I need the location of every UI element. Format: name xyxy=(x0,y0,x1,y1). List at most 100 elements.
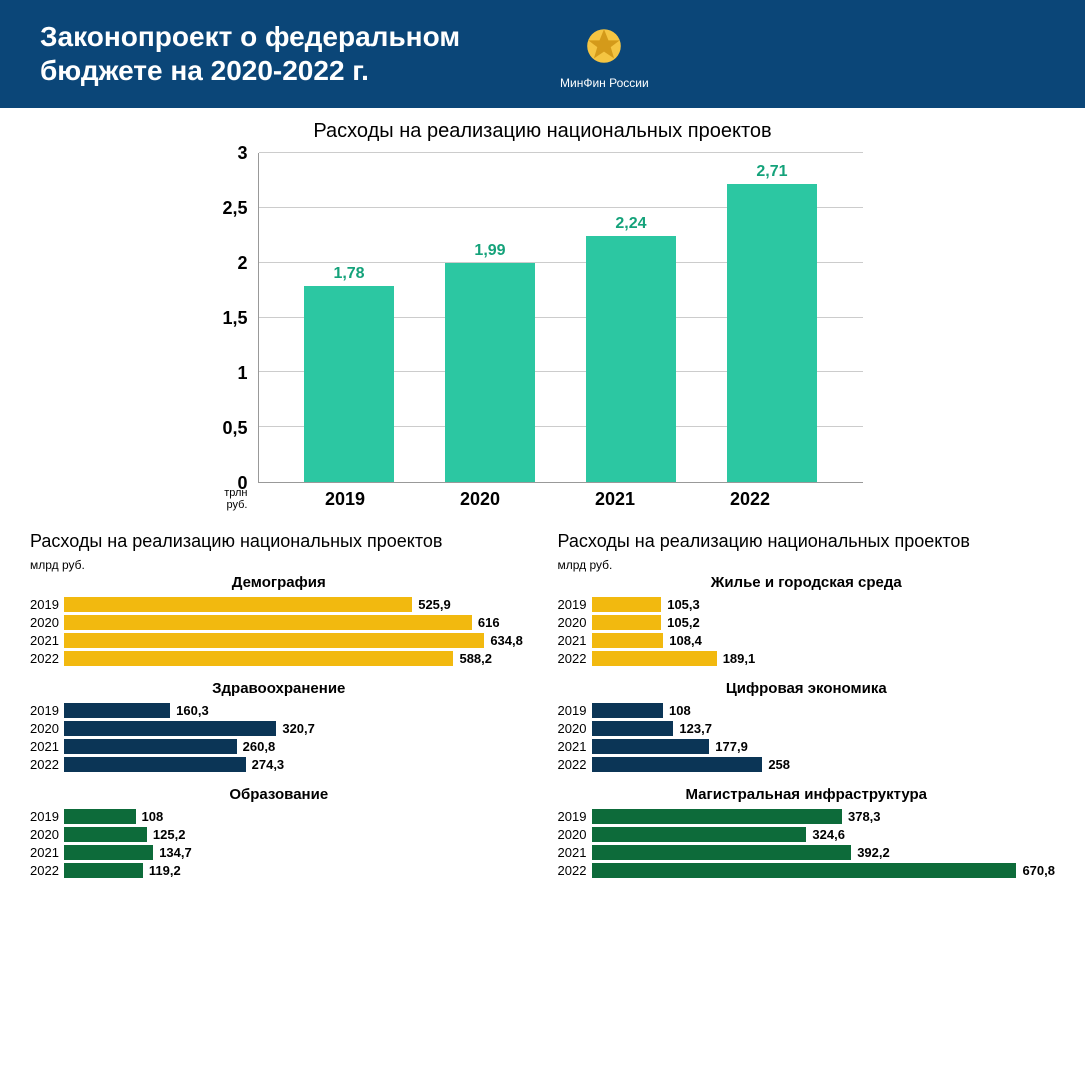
hbar-value-label: 105,2 xyxy=(667,615,700,630)
hbar-row: 2022 258 xyxy=(558,757,1056,772)
hbar-row: 2021 177,9 xyxy=(558,739,1056,754)
hbar-value-label: 525,9 xyxy=(418,597,451,612)
hbar-value-label: 260,8 xyxy=(243,739,276,754)
hbar-year-label: 2020 xyxy=(558,827,592,842)
bar-value-label: 2,71 xyxy=(756,163,787,181)
bar-value-label: 1,78 xyxy=(333,265,364,283)
hbar-year-label: 2021 xyxy=(558,633,592,648)
right-column: Расходы на реализацию национальных проек… xyxy=(558,531,1056,892)
hbar-rect xyxy=(592,809,842,824)
hbar-rect xyxy=(592,721,674,736)
hbar-row: 2020 320,7 xyxy=(30,721,528,736)
hbar-rect xyxy=(592,739,710,754)
hbar-value-label: 134,7 xyxy=(159,845,192,860)
hbar-value-label: 320,7 xyxy=(282,721,315,736)
bar-2020: 1,99 xyxy=(445,242,535,482)
hbar-value-label: 634,8 xyxy=(490,633,523,648)
hbar-row: 2019 525,9 xyxy=(30,597,528,612)
hbar-row: 2019108 xyxy=(558,703,1056,718)
hbar-value-label: 258 xyxy=(768,757,790,772)
hbar-row: 2022274,3 xyxy=(30,757,528,772)
hbar-row: 2021108,4 xyxy=(558,633,1056,648)
hbar-rect xyxy=(64,633,484,648)
x-tick: 2021 xyxy=(570,489,660,511)
bar-2019: 1,78 xyxy=(304,265,394,482)
hbar-rect xyxy=(64,863,143,878)
hbar-value-label: 105,3 xyxy=(667,597,700,612)
lower-section: Расходы на реализацию национальных проек… xyxy=(0,521,1085,912)
hbar-value-label: 108 xyxy=(142,809,164,824)
bar-rect xyxy=(586,236,676,482)
hbar-year-label: 2022 xyxy=(558,863,592,878)
hbar-rect xyxy=(64,703,170,718)
hbar-value-label: 123,7 xyxy=(679,721,712,736)
hbar-rect xyxy=(64,597,412,612)
hbar-value-label: 588,2 xyxy=(459,651,492,666)
hbar-group: Магистральная инфраструктура2019378,3202… xyxy=(558,786,1056,878)
hbar-group: Демография 2019 525,9 2020 616 2021 634,8 2022 5… xyxy=(30,574,528,666)
hbar-row: 2020125,2 xyxy=(30,827,528,842)
hbar-year-label: 2022 xyxy=(558,651,592,666)
hbar-year-label: 2019 xyxy=(30,703,64,718)
unit-label-right: млрд руб. xyxy=(558,558,1056,572)
bar-value-label: 2,24 xyxy=(615,215,646,233)
hbar-year-label: 2022 xyxy=(30,757,64,772)
hbar-year-label: 2019 xyxy=(558,809,592,824)
hbar-row: 2021392,2 xyxy=(558,845,1056,860)
hbar-value-label: 177,9 xyxy=(715,739,748,754)
hbar-rect xyxy=(592,845,852,860)
hbar-year-label: 2019 xyxy=(30,597,64,612)
hbar-rect xyxy=(592,827,807,842)
hbar-year-label: 2022 xyxy=(558,757,592,772)
hbar-year-label: 2020 xyxy=(30,721,64,736)
hbar-row: 2022670,8 xyxy=(558,863,1056,878)
hbar-year-label: 2019 xyxy=(558,703,592,718)
hbar-rect xyxy=(592,615,662,630)
hbar-year-label: 2022 xyxy=(30,651,64,666)
hbar-year-label: 2020 xyxy=(558,721,592,736)
x-tick: 2020 xyxy=(435,489,525,511)
bar-rect xyxy=(304,286,394,482)
hbar-rect xyxy=(64,739,237,754)
hbar-rect xyxy=(64,845,153,860)
hbar-rect xyxy=(64,827,147,842)
hbar-row: 2020 616 xyxy=(30,615,528,630)
hbar-rect xyxy=(592,703,664,718)
hbar-group-title: Магистральная инфраструктура xyxy=(558,786,1056,803)
hbar-group-title: Жилье и городская среда xyxy=(558,574,1056,591)
page-title: Законопроект о федеральном бюджете на 20… xyxy=(40,20,520,87)
hbar-rect xyxy=(64,615,472,630)
org-block: МинФин России xyxy=(560,18,649,90)
hbar-value-label: 160,3 xyxy=(176,703,209,718)
hbar-year-label: 2021 xyxy=(30,633,64,648)
hbar-group: Жилье и городская среда 2019105,3 2020 105,… xyxy=(558,574,1056,666)
main-chart-title: Расходы на реализацию национальных проек… xyxy=(60,120,1025,143)
hbar-value-label: 189,1 xyxy=(723,651,756,666)
bar-2021: 2,24 xyxy=(586,215,676,482)
hbar-row: 2019105,3 xyxy=(558,597,1056,612)
hbar-year-label: 2020 xyxy=(30,827,64,842)
hbar-rect xyxy=(592,651,717,666)
bar-rect xyxy=(727,184,817,482)
hbar-group-title: Демография xyxy=(30,574,528,591)
hbar-row: 2022 189,1 xyxy=(558,651,1056,666)
hbar-rect xyxy=(592,757,763,772)
hbar-rect xyxy=(592,863,1017,878)
hbar-year-label: 2021 xyxy=(558,739,592,754)
hbar-year-label: 2020 xyxy=(558,615,592,630)
hbar-year-label: 2019 xyxy=(30,809,64,824)
hbar-rect xyxy=(64,651,453,666)
hbar-row: 2019 108 xyxy=(30,809,528,824)
hbar-group-title: Образование xyxy=(30,786,528,803)
bar-rect xyxy=(445,263,535,482)
hbar-rect xyxy=(64,757,246,772)
hbar-value-label: 616 xyxy=(478,615,500,630)
hbar-group-title: Цифровая экономика xyxy=(558,680,1056,697)
left-column: Расходы на реализацию национальных проек… xyxy=(30,531,528,892)
hbar-year-label: 2020 xyxy=(30,615,64,630)
hbar-row: 2019 160,3 xyxy=(30,703,528,718)
bar-value-label: 1,99 xyxy=(474,242,505,260)
hbar-group: Цифровая экономика 2019108 2020 123,7 2021 17… xyxy=(558,680,1056,772)
hbar-group: Образование20191082020125,22021134,72022… xyxy=(30,786,528,878)
hbar-rect xyxy=(592,633,664,648)
